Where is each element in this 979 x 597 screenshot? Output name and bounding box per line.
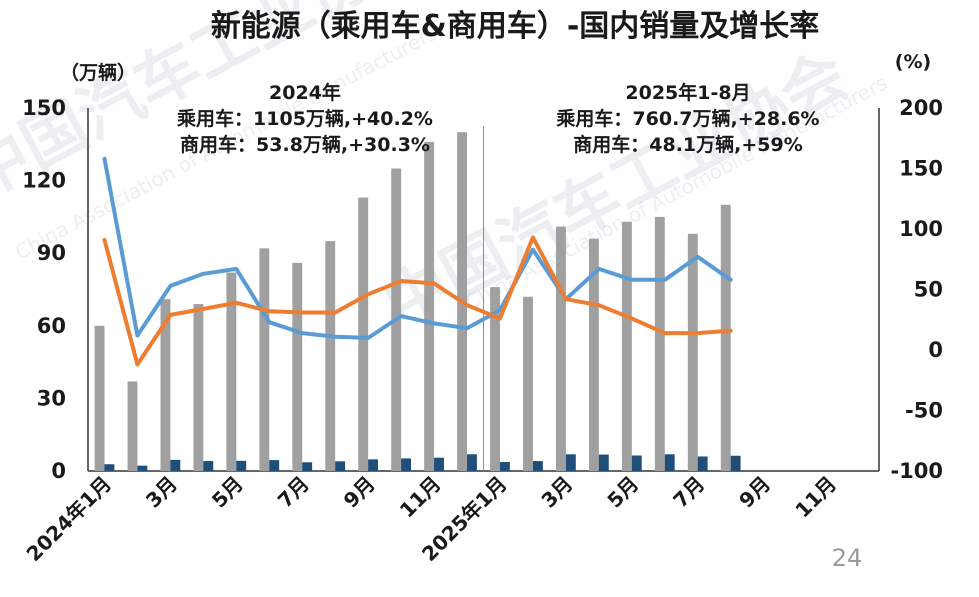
bar-passenger (654, 216, 665, 471)
right-tick-label: 200 (899, 96, 943, 120)
annotation-2025-period: 2025年1-8月 (625, 81, 750, 104)
left-tick-label: 90 (37, 241, 66, 265)
right-tick-label: -50 (905, 399, 943, 423)
right-tick-label: 150 (899, 157, 943, 181)
annotation-2024-year: 2024年 (269, 81, 341, 104)
annotation-2025: 2025年1-8月 乘用车：760.7万辆,+28.6% 商用车：48.1万辆,… (555, 81, 819, 156)
x-tick-label: 9月 (339, 472, 380, 513)
bar-commercial (467, 454, 477, 471)
annotation-2024: 2024年 乘用车：1105万辆,+40.2% 商用车：53.8万辆,+30.3… (176, 81, 433, 156)
bar-passenger (490, 287, 500, 471)
bar-passenger (226, 272, 237, 471)
bar-passenger (94, 325, 105, 471)
annotation-2025-commercial: 商用车：48.1万辆,+59% (573, 133, 803, 156)
x-tick-label: 2024年1月 (22, 472, 116, 566)
left-axis-unit: （万辆） (60, 61, 136, 84)
bar-passenger (687, 233, 698, 471)
bar-commercial (664, 454, 675, 471)
x-tick-label: 3月 (141, 472, 182, 513)
bar-commercial (137, 465, 148, 471)
annotation-2024-passenger: 乘用车：1105万辆,+40.2% (176, 107, 433, 130)
x-tick-label: 11月 (790, 472, 841, 523)
x-tick-label: 5月 (602, 472, 643, 513)
bar-commercial (434, 457, 444, 471)
bar-passenger (193, 304, 204, 471)
right-tick-label: -100 (890, 459, 943, 483)
bar-commercial (499, 462, 510, 471)
bar-commercial (236, 460, 247, 471)
annotation-2024-commercial: 商用车：53.8万辆,+30.3% (180, 133, 430, 156)
bar-commercial (631, 455, 642, 471)
page-number: 24 (832, 544, 863, 572)
bar-passenger (160, 299, 171, 471)
x-tick-label: 3月 (536, 472, 577, 513)
bar-passenger (424, 141, 435, 471)
bar-commercial (368, 459, 379, 471)
bar-commercial (269, 460, 280, 471)
x-tick-label: 11月 (395, 472, 446, 523)
bar-passenger (358, 197, 369, 472)
bar-passenger (720, 204, 731, 472)
x-tick-label: 9月 (734, 472, 775, 513)
bar-passenger (523, 296, 533, 471)
bar-passenger (621, 221, 632, 471)
left-tick-label: 30 (37, 386, 66, 410)
left-tick-label: 150 (22, 96, 66, 120)
bar-commercial (335, 461, 346, 471)
bar-commercial (697, 456, 708, 471)
x-tick-label: 7月 (273, 472, 314, 513)
bar-passenger (325, 241, 336, 471)
bar-commercial (203, 461, 214, 471)
bar-passenger (588, 238, 599, 471)
left-tick-label: 60 (37, 314, 66, 338)
x-tick-label: 5月 (207, 472, 248, 513)
x-tick-label: 7月 (668, 472, 709, 513)
right-tick-label: 50 (914, 278, 943, 302)
bar-passenger (127, 381, 138, 471)
bar-commercial (170, 459, 181, 471)
bar-commercial (532, 461, 543, 471)
left-tick-label: 120 (22, 169, 66, 193)
bar-passenger (292, 262, 303, 471)
bar-commercial (104, 464, 115, 471)
growth-line-blue (102, 156, 733, 340)
growth-line-orange (102, 235, 733, 367)
chart-title: 新能源（乘用车&商用车）-国内销量及增长率 (211, 9, 820, 44)
bar-passenger (556, 226, 566, 471)
bar-commercial (730, 455, 741, 471)
right-axis-unit: (%) (895, 51, 931, 73)
bar-commercial (302, 462, 313, 471)
bar-commercial (401, 458, 411, 471)
bar-passenger (259, 248, 270, 471)
left-tick-label: 0 (51, 459, 66, 483)
bar-commercial (565, 454, 576, 471)
bar-commercial (598, 454, 609, 471)
right-tick-label: 100 (899, 217, 943, 241)
annotation-2025-passenger: 乘用车：760.7万辆,+28.6% (555, 107, 819, 130)
watermark-text-2: 中国汽车工业协会 (373, 38, 860, 344)
right-tick-label: 0 (928, 338, 943, 362)
